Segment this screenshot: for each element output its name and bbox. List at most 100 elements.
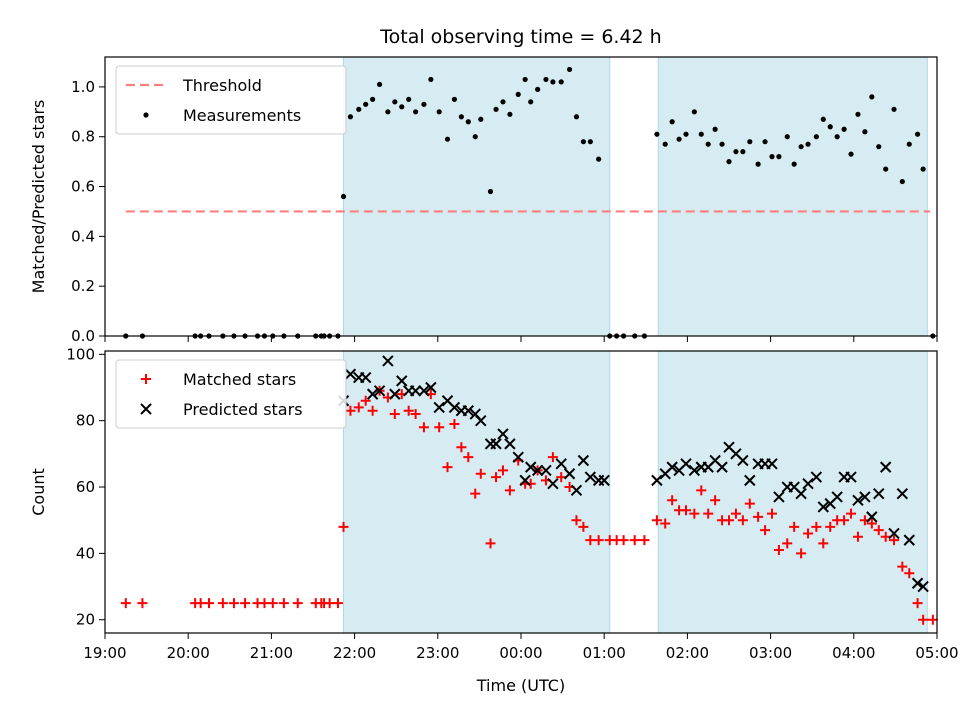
x-tick-label: 02:00 [666, 644, 709, 662]
data-point [389, 409, 400, 420]
series-measurements [123, 66, 936, 339]
data-point [556, 472, 567, 483]
data-point [688, 464, 701, 477]
data-point [434, 422, 445, 433]
series-matched-stars [120, 385, 938, 625]
chart-title: Total observing time = 6.42 h [379, 26, 661, 48]
data-point [917, 580, 929, 593]
data-point [406, 96, 412, 102]
data-point [547, 452, 558, 463]
data-point [737, 454, 749, 467]
data-point [755, 161, 761, 167]
data-point [802, 477, 814, 490]
data-point [353, 402, 364, 413]
data-point [540, 464, 552, 477]
data-point [859, 491, 871, 503]
data-point [873, 525, 884, 536]
data-point [651, 515, 662, 526]
data-point [356, 106, 362, 112]
y-tick-label: 0.0 [71, 327, 95, 345]
data-point [550, 79, 556, 85]
data-point [593, 535, 604, 546]
data-point [500, 99, 506, 105]
data-point [776, 154, 782, 160]
data-point [740, 149, 746, 155]
data-point [918, 614, 929, 625]
y-axis-label: Matched/Predicted stars [29, 100, 48, 294]
data-point [528, 99, 534, 105]
data-point [584, 471, 597, 483]
data-point [873, 487, 885, 500]
data-point [896, 487, 909, 500]
data-point [866, 511, 878, 523]
data-point [332, 598, 343, 609]
data-point [345, 405, 356, 416]
data-point [818, 538, 829, 549]
data-point [889, 535, 900, 546]
data-point [418, 385, 430, 397]
data-point [448, 401, 461, 414]
data-point [683, 131, 689, 137]
data-point [906, 141, 912, 147]
data-point [382, 355, 394, 367]
data-point [796, 548, 807, 559]
data-point [504, 485, 515, 496]
x-tick-label: 01:00 [583, 644, 626, 662]
data-point [705, 141, 711, 147]
x-tick-label: 20:00 [167, 644, 210, 662]
legend-swatch [141, 374, 151, 384]
observing-window-2 [657, 56, 928, 337]
data-point [852, 494, 864, 507]
data-point [730, 508, 741, 519]
data-point [487, 188, 494, 195]
data-point [507, 111, 513, 117]
x-axis-label: Time (UTC) [476, 676, 565, 695]
y-tick-label: 0.6 [71, 178, 95, 196]
data-point [888, 527, 900, 540]
data-point [698, 131, 704, 137]
data-point [524, 461, 537, 473]
observing-window-2 [657, 350, 928, 634]
data-point [876, 144, 882, 150]
data-point [566, 66, 573, 73]
data-point [504, 438, 516, 450]
data-point [862, 129, 868, 135]
data-point [512, 451, 524, 463]
data-point [880, 531, 891, 542]
y-tick-label: 80 [76, 412, 95, 430]
data-point [866, 518, 877, 529]
y-tick-label: 60 [76, 478, 95, 496]
data-point [716, 461, 728, 473]
x-tick-label: 19:00 [83, 644, 126, 662]
data-point [217, 598, 228, 609]
data-point [478, 116, 484, 122]
y-tick-label: 100 [66, 345, 95, 363]
data-point [573, 114, 580, 120]
data-point [899, 178, 905, 185]
data-point [879, 461, 892, 473]
data-point [733, 149, 739, 155]
data-point [810, 471, 823, 483]
data-point [927, 614, 938, 625]
data-point [667, 495, 678, 506]
data-point [737, 515, 748, 526]
data-point [547, 477, 559, 490]
data-point [762, 139, 768, 145]
data-point [522, 76, 528, 83]
data-point [418, 422, 429, 433]
data-point [789, 521, 800, 532]
data-point [629, 535, 640, 546]
data-point [535, 86, 541, 92]
data-point [267, 598, 278, 609]
data-point [543, 76, 549, 83]
data-point [827, 124, 833, 130]
data-point [363, 101, 369, 107]
data-point [831, 491, 843, 503]
data-point [782, 538, 793, 549]
panel-1: 0.0 0.2 0.4 0.6 0.8 1.0 Total observing time =… [29, 26, 938, 345]
data-point [278, 598, 289, 609]
data-point [669, 119, 675, 125]
data-point [696, 485, 707, 496]
data-point [563, 468, 576, 480]
legend-swatch [143, 112, 149, 118]
